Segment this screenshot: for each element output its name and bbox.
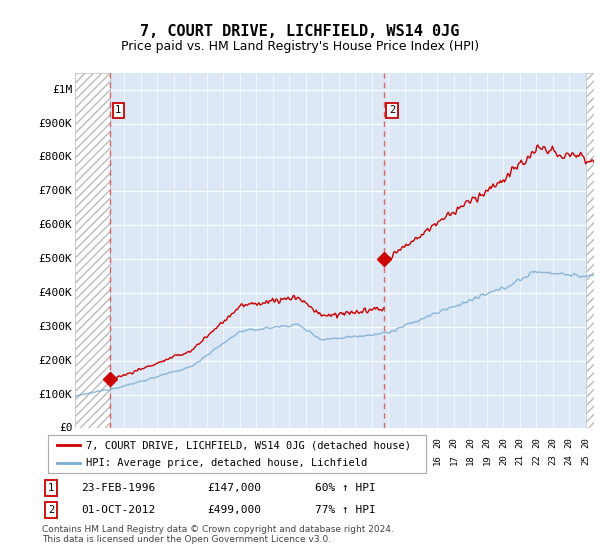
Text: 20: 20: [383, 437, 392, 448]
Text: 02: 02: [202, 454, 211, 465]
Text: 07: 07: [284, 454, 293, 465]
Text: Price paid vs. HM Land Registry's House Price Index (HPI): Price paid vs. HM Land Registry's House …: [121, 40, 479, 53]
Text: 20: 20: [499, 454, 508, 465]
Text: 24: 24: [565, 454, 574, 465]
Bar: [586, 73, 594, 428]
Text: 20: 20: [466, 437, 475, 448]
Text: 17: 17: [449, 454, 458, 465]
Text: 60% ↑ HPI: 60% ↑ HPI: [315, 483, 376, 493]
Text: 19: 19: [120, 437, 129, 448]
Text: 20: 20: [416, 437, 425, 448]
Text: 20: 20: [334, 437, 343, 448]
Text: 13: 13: [383, 454, 392, 465]
Text: £499,000: £499,000: [207, 505, 261, 515]
Text: 20: 20: [350, 437, 359, 448]
Text: 16: 16: [433, 454, 442, 465]
Text: 01: 01: [186, 454, 195, 465]
Text: 20: 20: [449, 437, 458, 448]
Text: £200K: £200K: [38, 356, 73, 366]
Text: 19: 19: [103, 437, 112, 448]
Text: 10: 10: [334, 454, 343, 465]
Text: 1: 1: [115, 105, 121, 115]
Bar: [75, 73, 110, 428]
Text: 20: 20: [548, 437, 557, 448]
Text: 20: 20: [252, 437, 261, 448]
Text: 15: 15: [416, 454, 425, 465]
Text: 20: 20: [367, 437, 376, 448]
Text: £400K: £400K: [38, 288, 73, 298]
Text: 20: 20: [565, 437, 574, 448]
Text: 20: 20: [284, 437, 293, 448]
Text: £1M: £1M: [52, 85, 73, 95]
Text: 08: 08: [301, 454, 310, 465]
Text: 20: 20: [235, 437, 244, 448]
Text: 99: 99: [153, 454, 162, 465]
Text: 20: 20: [515, 437, 524, 448]
Text: 03: 03: [219, 454, 228, 465]
Text: £700K: £700K: [38, 186, 73, 197]
Text: 23-FEB-1996: 23-FEB-1996: [81, 483, 155, 493]
Text: 20: 20: [532, 437, 541, 448]
Text: 20: 20: [169, 437, 178, 448]
Bar: [75, 73, 110, 428]
Text: £900K: £900K: [38, 119, 73, 129]
Text: 2: 2: [389, 105, 395, 115]
Text: 00: 00: [169, 454, 178, 465]
Text: £600K: £600K: [38, 220, 73, 230]
Text: 20: 20: [219, 437, 228, 448]
Text: 1: 1: [48, 483, 54, 493]
Text: 20: 20: [499, 437, 508, 448]
Text: 20: 20: [400, 437, 409, 448]
Text: 20: 20: [186, 437, 195, 448]
Text: 19: 19: [87, 437, 96, 448]
Text: 94: 94: [71, 454, 79, 465]
Text: HPI: Average price, detached house, Lichfield: HPI: Average price, detached house, Lich…: [86, 458, 367, 468]
Text: 20: 20: [317, 437, 326, 448]
Text: 04: 04: [235, 454, 244, 465]
Text: 20: 20: [268, 437, 277, 448]
Text: 20: 20: [482, 437, 491, 448]
Text: 25: 25: [581, 454, 590, 465]
Text: 20: 20: [581, 437, 590, 448]
Text: 96: 96: [103, 454, 112, 465]
Bar: [586, 73, 594, 428]
Text: 18: 18: [466, 454, 475, 465]
Text: 01-OCT-2012: 01-OCT-2012: [81, 505, 155, 515]
Text: 20: 20: [301, 437, 310, 448]
Text: 97: 97: [120, 454, 129, 465]
Text: 22: 22: [532, 454, 541, 465]
Text: 98: 98: [136, 454, 145, 465]
FancyBboxPatch shape: [48, 435, 426, 473]
Text: 05: 05: [252, 454, 261, 465]
Text: 20: 20: [202, 437, 211, 448]
Text: £300K: £300K: [38, 322, 73, 332]
Text: 12: 12: [367, 454, 376, 465]
Text: 19: 19: [482, 454, 491, 465]
Text: £100K: £100K: [38, 390, 73, 399]
Text: £800K: £800K: [38, 152, 73, 162]
Text: 21: 21: [515, 454, 524, 465]
Text: 19: 19: [153, 437, 162, 448]
Text: 23: 23: [548, 454, 557, 465]
Text: 11: 11: [350, 454, 359, 465]
Text: 2: 2: [48, 505, 54, 515]
Text: Contains HM Land Registry data © Crown copyright and database right 2024.
This d: Contains HM Land Registry data © Crown c…: [42, 525, 394, 544]
Text: £147,000: £147,000: [207, 483, 261, 493]
Text: 14: 14: [400, 454, 409, 465]
Text: 19: 19: [136, 437, 145, 448]
Text: 77% ↑ HPI: 77% ↑ HPI: [315, 505, 376, 515]
Text: 7, COURT DRIVE, LICHFIELD, WS14 0JG: 7, COURT DRIVE, LICHFIELD, WS14 0JG: [140, 24, 460, 39]
Text: 95: 95: [87, 454, 96, 465]
Text: 19: 19: [71, 437, 79, 448]
Text: 09: 09: [317, 454, 326, 465]
Text: £500K: £500K: [38, 254, 73, 264]
Text: 7, COURT DRIVE, LICHFIELD, WS14 0JG (detached house): 7, COURT DRIVE, LICHFIELD, WS14 0JG (det…: [86, 440, 411, 450]
Text: 06: 06: [268, 454, 277, 465]
Text: £0: £0: [59, 423, 73, 433]
Text: 20: 20: [433, 437, 442, 448]
